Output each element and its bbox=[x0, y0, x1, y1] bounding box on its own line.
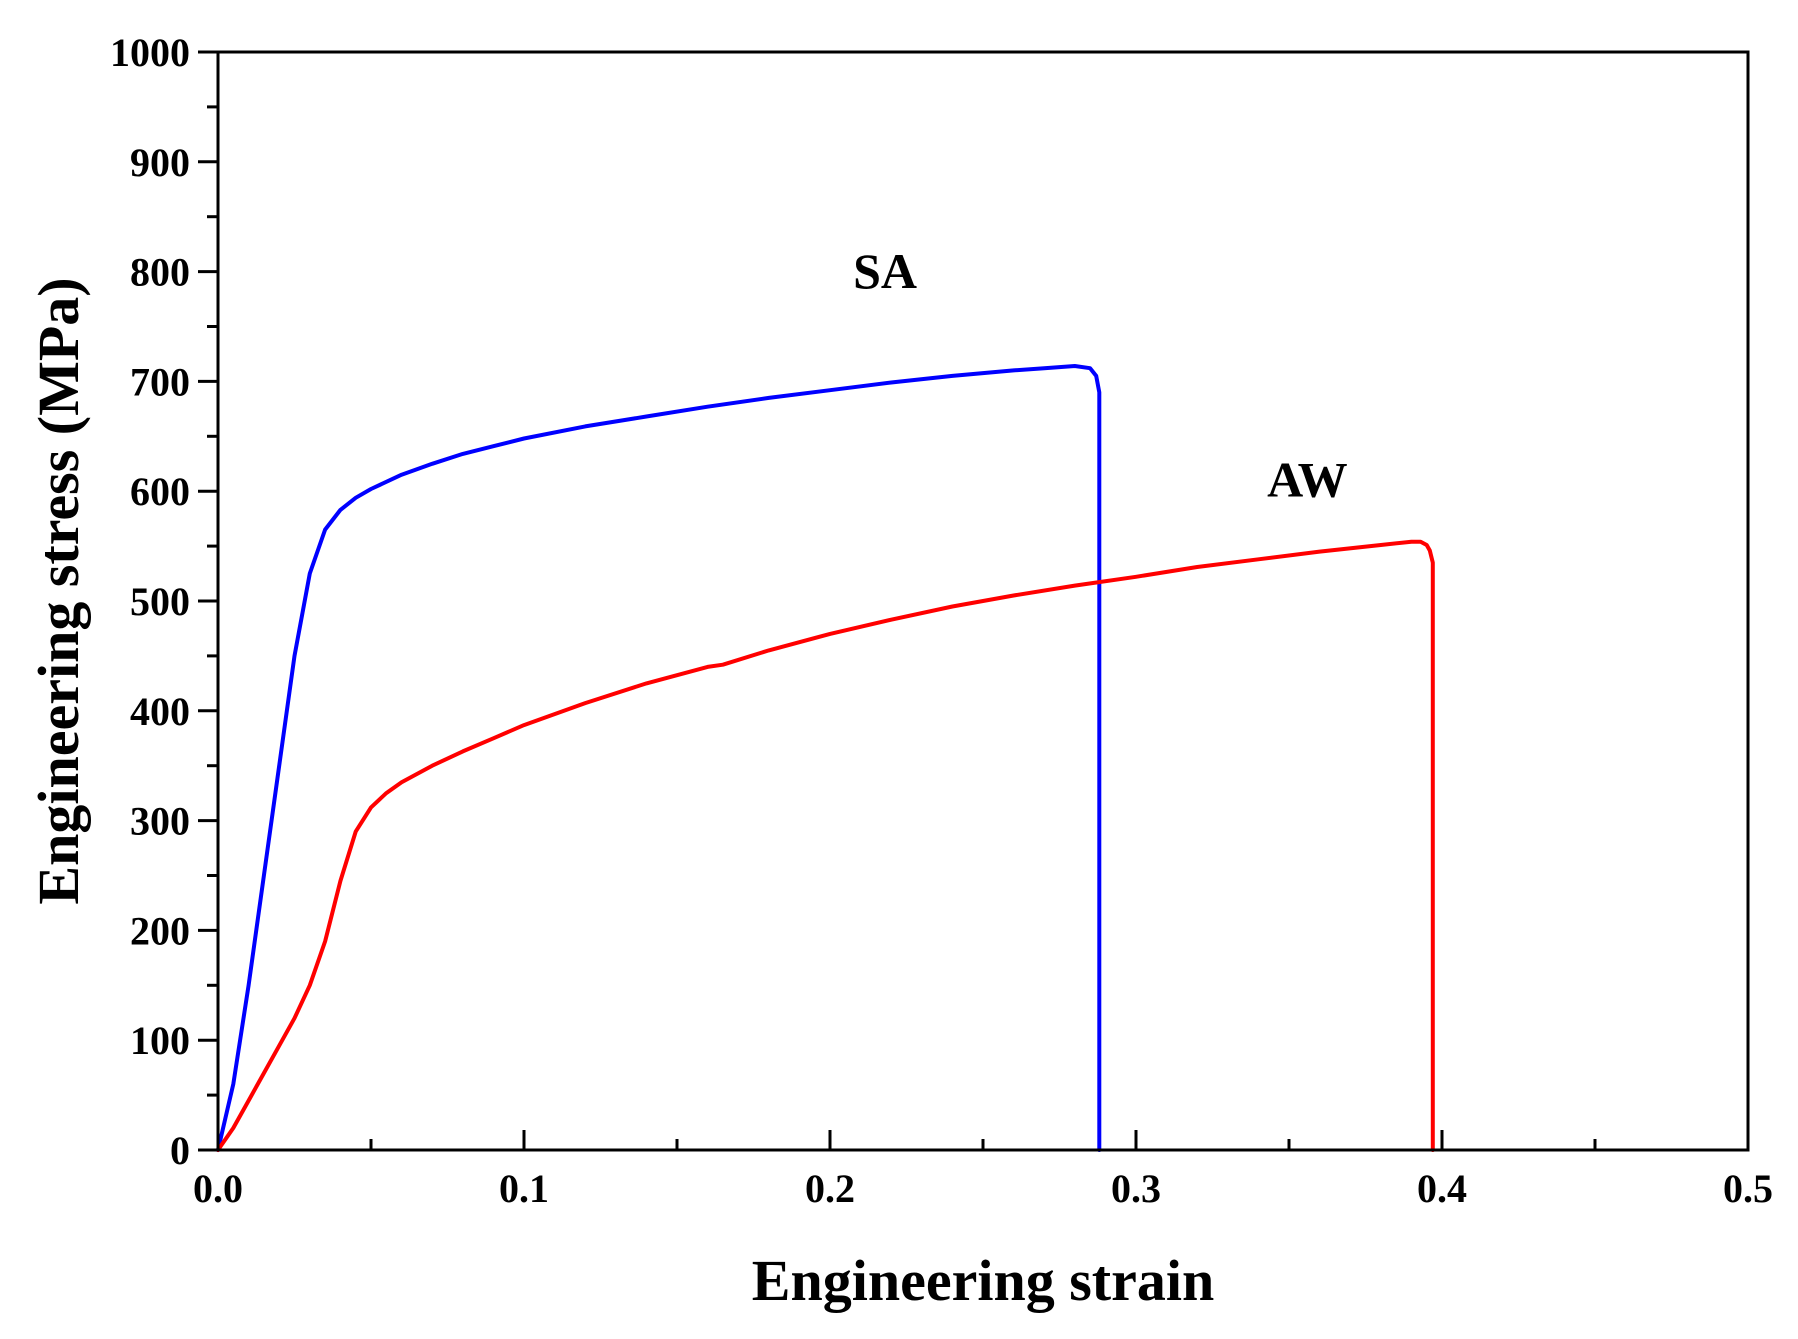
y-tick-label: 200 bbox=[130, 908, 190, 953]
x-tick-label: 0.4 bbox=[1417, 1166, 1467, 1211]
y-tick-label: 100 bbox=[130, 1018, 190, 1063]
x-tick-label: 0.2 bbox=[805, 1166, 855, 1211]
axes-layer bbox=[198, 50, 1750, 1152]
series-label-aw: AW bbox=[1267, 452, 1348, 508]
y-tick-label: 700 bbox=[130, 359, 190, 404]
series-line-sa bbox=[216, 364, 1102, 1152]
y-tick-label: 400 bbox=[130, 689, 190, 734]
series-line-aw bbox=[216, 539, 1435, 1152]
x-tick-label: 0.0 bbox=[193, 1166, 243, 1211]
y-tick-label: 0 bbox=[170, 1128, 190, 1173]
x-tick-label: 0.3 bbox=[1111, 1166, 1161, 1211]
y-tick-label: 800 bbox=[130, 250, 190, 295]
x-tick-label: 0.5 bbox=[1723, 1166, 1773, 1211]
x-axis-title: Engineering strain bbox=[752, 1248, 1214, 1313]
y-tick-label: 600 bbox=[130, 469, 190, 514]
y-tick-label: 900 bbox=[130, 140, 190, 185]
y-axis-title: Engineering stress (MPa) bbox=[26, 277, 91, 904]
series-layer bbox=[216, 364, 1435, 1152]
x-tick-label: 0.1 bbox=[499, 1166, 549, 1211]
y-tick-label: 500 bbox=[130, 579, 190, 624]
y-tick-label: 300 bbox=[130, 799, 190, 844]
labels-layer: SA AW 0.0 0.1 0.2 0.3 0.4 0.5 0 100 200 300 400 500 60… bbox=[110, 30, 1773, 1211]
y-tick-label: 1000 bbox=[110, 30, 190, 75]
series-label-sa: SA bbox=[853, 243, 917, 299]
